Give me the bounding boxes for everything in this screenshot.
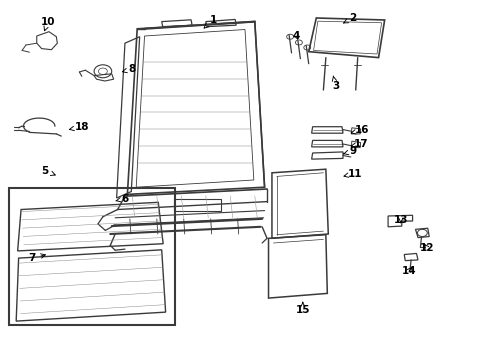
Text: 13: 13 — [393, 215, 408, 225]
Text: 3: 3 — [332, 76, 339, 91]
Bar — [9, 188, 175, 325]
Text: 1: 1 — [204, 15, 217, 28]
Text: 14: 14 — [402, 266, 416, 276]
Text: 4: 4 — [293, 31, 300, 41]
Text: 11: 11 — [344, 168, 363, 179]
Text: 16: 16 — [351, 125, 369, 135]
Text: 7: 7 — [28, 253, 46, 264]
Text: 8: 8 — [122, 64, 136, 74]
Text: 17: 17 — [351, 139, 369, 149]
Text: 18: 18 — [70, 122, 90, 132]
Text: 10: 10 — [41, 17, 55, 31]
Bar — [174, 199, 220, 211]
Text: 6: 6 — [116, 194, 128, 204]
Text: 12: 12 — [420, 243, 435, 253]
Text: 9: 9 — [343, 146, 356, 156]
Text: 15: 15 — [295, 302, 310, 315]
Text: 2: 2 — [343, 13, 356, 23]
Text: 5: 5 — [42, 166, 55, 176]
